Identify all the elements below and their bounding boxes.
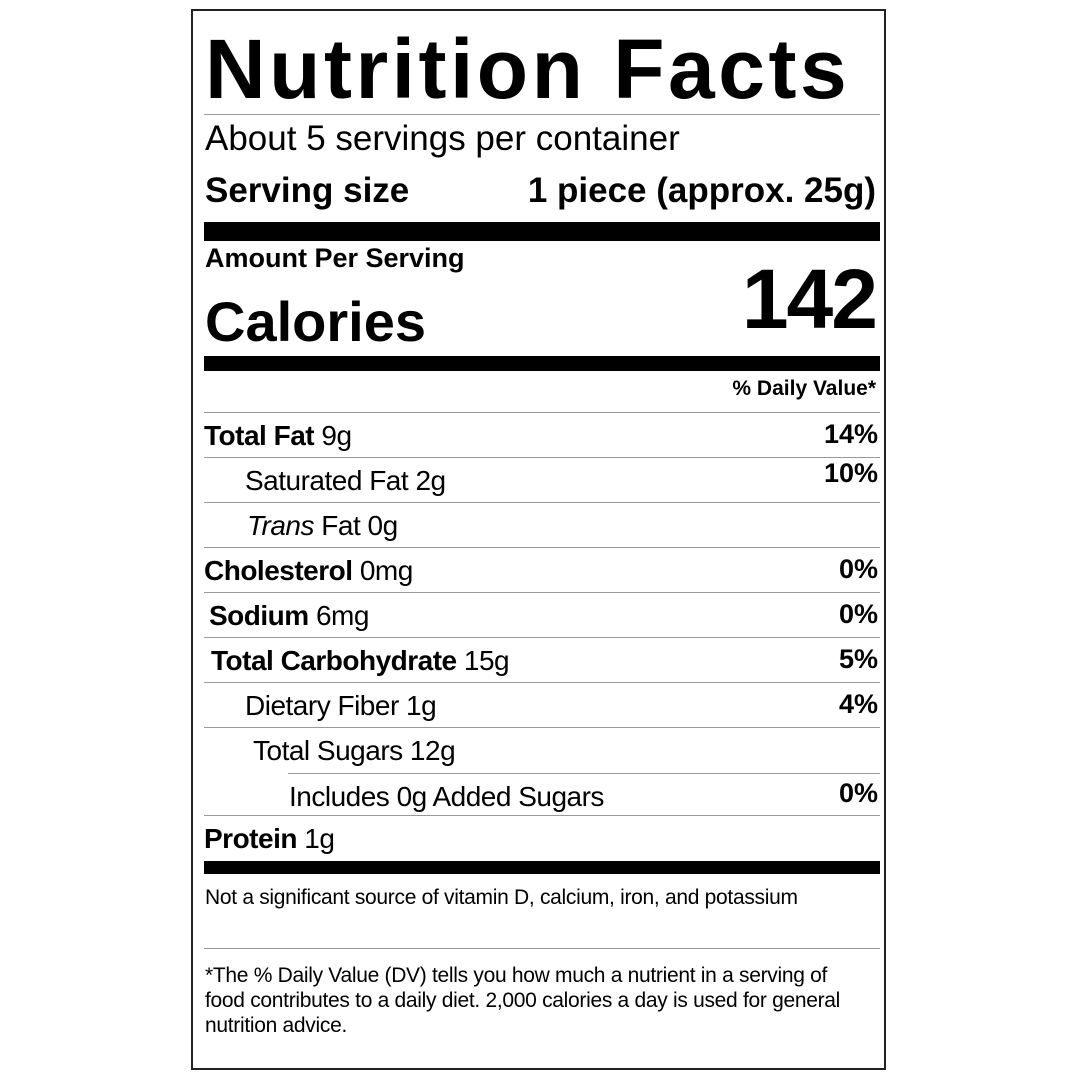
- nutrient-dv: 0%: [838, 554, 878, 584]
- nutrient-name: Protein: [204, 823, 297, 854]
- nutrient-amount: 1g: [304, 823, 335, 854]
- nutrient-amount: 0g: [367, 510, 399, 541]
- thick-divider: [204, 356, 880, 371]
- divider: [204, 412, 880, 413]
- calories-value: 142: [741, 252, 878, 346]
- nutrient-row-sodium: Sodium 6mg 0%: [204, 594, 878, 638]
- nutrient-name: Saturated Fat: [245, 465, 409, 496]
- nutrient-name-suffix: Fat: [321, 510, 361, 541]
- serving-size-value: 1 piece (approx. 25g): [527, 171, 876, 210]
- nutrient-dv: 5%: [838, 644, 878, 674]
- nutrient-amount: 0mg: [359, 555, 413, 586]
- nutrient-row-trans-fat: Trans Fat 0g: [204, 504, 878, 548]
- divider: [204, 547, 880, 548]
- nutrient-name: Includes 0g Added Sugars: [289, 781, 604, 812]
- thick-divider: [204, 222, 880, 241]
- nutrient-dv: 10%: [823, 458, 878, 488]
- nutrient-dv: 4%: [838, 689, 878, 719]
- nutrient-name: Dietary Fiber: [245, 690, 399, 721]
- nutrient-dv: 0%: [838, 778, 878, 808]
- divider: [204, 592, 880, 593]
- nutrient-name: Sodium: [209, 600, 309, 631]
- nutrient-row-dietary-fiber: Dietary Fiber 1g 4%: [204, 684, 878, 728]
- nutrient-amount: 15g: [463, 645, 510, 676]
- daily-value-header: % Daily Value*: [732, 377, 876, 400]
- divider: [288, 773, 880, 774]
- nutrient-amount: 6mg: [315, 600, 369, 631]
- nutrient-amount: 9g: [321, 420, 352, 451]
- thick-divider: [204, 861, 880, 874]
- nutrient-name: Total Carbohydrate: [211, 645, 457, 676]
- label-title: Nutrition Facts: [205, 22, 851, 116]
- nutrient-amount: 2g: [415, 465, 446, 496]
- nutrient-name: Total Fat: [204, 420, 315, 451]
- servings-per-container: About 5 servings per container: [205, 119, 680, 158]
- nutrient-dv: 0%: [838, 599, 878, 629]
- nutrient-dv: 14%: [823, 419, 878, 449]
- nutrient-name: Total Sugars: [253, 735, 403, 766]
- nutrient-row-total-fat: Total Fat 9g 14%: [204, 414, 878, 458]
- divider: [204, 502, 880, 503]
- divider: [204, 948, 880, 949]
- nutrient-row-total-carbohydrate: Total Carbohydrate 15g 5%: [204, 639, 878, 683]
- divider: [204, 637, 880, 638]
- nutrient-row-cholesterol: Cholesterol 0mg 0%: [204, 549, 878, 593]
- divider: [204, 114, 880, 115]
- serving-size-label: Serving size: [205, 171, 410, 210]
- divider: [204, 815, 880, 816]
- amount-per-serving: Amount Per Serving: [205, 243, 465, 273]
- divider: [204, 682, 880, 683]
- nutrient-row-saturated-fat: Saturated Fat 2g 10%: [204, 458, 878, 503]
- nutrient-row-added-sugars: Includes 0g Added Sugars 0%: [204, 775, 878, 819]
- nutrition-facts-label: Nutrition Facts About 5 servings per con…: [191, 9, 886, 1070]
- calories-label: Calories: [205, 290, 426, 353]
- nutrient-name: Cholesterol: [204, 555, 353, 586]
- nutrient-row-total-sugars: Total Sugars 12g: [204, 729, 878, 773]
- footnote-daily-value: *The % Daily Value (DV) tells you how mu…: [205, 964, 841, 1037]
- nutrient-name: Trans: [247, 510, 315, 541]
- nutrient-amount: 12g: [409, 735, 456, 766]
- divider: [204, 457, 880, 458]
- nutrient-amount: 1g: [406, 690, 437, 721]
- footnote-vitamins: Not a significant source of vitamin D, c…: [205, 886, 798, 909]
- divider: [204, 727, 880, 728]
- nutrient-row-protein: Protein 1g: [204, 817, 878, 861]
